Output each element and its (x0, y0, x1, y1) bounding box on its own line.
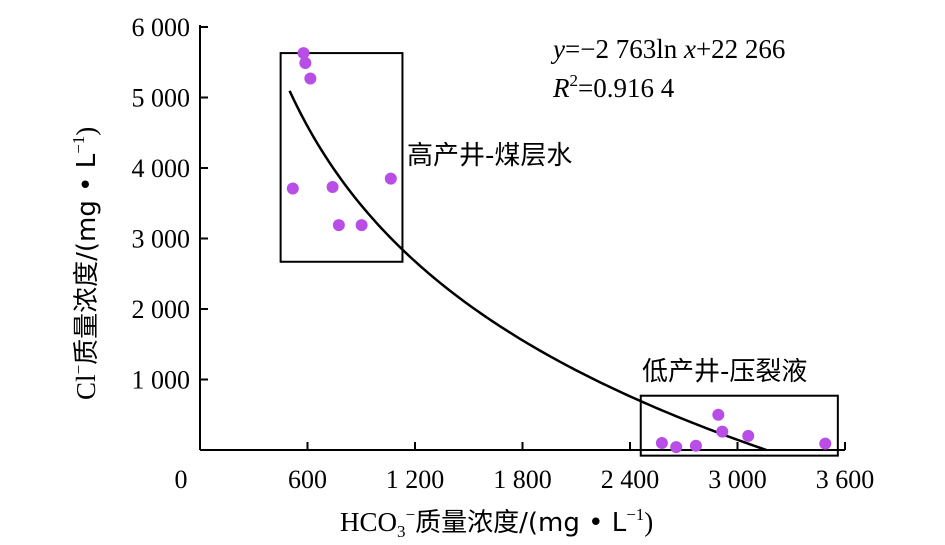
r2-text: R2=0.916 4 (552, 71, 675, 103)
group-label-low-yield: 低产井-压裂液 (642, 357, 807, 387)
data-point (689, 439, 702, 452)
fit-equation: y=−2 763ln x+22 266 (550, 34, 785, 64)
data-point (819, 437, 832, 450)
x-label-close: ) (644, 507, 653, 537)
x-label-sup: − (406, 505, 416, 524)
y-tick-label: 1 000 (132, 366, 191, 395)
fit-curve (288, 90, 767, 452)
x-label-rest: 质量浓度/(mg • L (415, 508, 627, 538)
y-tick-label: 4 000 (132, 154, 191, 183)
y-tick-label: 5 000 (132, 84, 191, 113)
y-label-main: Cl (71, 374, 101, 400)
y-tick-label: 2 000 (132, 295, 191, 324)
y-tick-label: 3 000 (132, 225, 191, 254)
data-points (286, 47, 832, 454)
equation-mid: =−2 763ln (565, 34, 684, 64)
data-point (355, 219, 368, 232)
y-label-sup: − (69, 365, 88, 375)
y-label-close: ) (71, 127, 101, 136)
x-tick-label: 3 000 (708, 465, 767, 494)
x-label-main: HCO (340, 507, 397, 537)
y-label-unit-sup: −1 (69, 136, 88, 154)
x-tick-label: 0 (175, 465, 188, 494)
group-box-0 (279, 52, 404, 263)
data-point (716, 425, 729, 438)
x-label-unit-sup: −1 (626, 505, 644, 524)
data-point (712, 408, 725, 421)
y-axis-label: Cl−质量浓度/(mg • L−1) (69, 127, 102, 400)
x-tick-label: 600 (288, 465, 327, 494)
x-axis-label: HCO3−质量浓度/(mg • L−1) (340, 505, 653, 541)
r2-sup: 2 (570, 71, 579, 90)
r2-value: =0.916 4 (578, 73, 675, 103)
equation-x: x (683, 34, 696, 64)
x-label-sub: 3 (397, 522, 406, 541)
data-point (384, 172, 397, 185)
x-ticks: 0 600 1 200 1 800 2 400 3 000 3 600 (175, 442, 875, 494)
data-point (299, 56, 312, 69)
data-point (297, 47, 310, 60)
group-box-1 (639, 394, 839, 457)
x-tick-label: 3 600 (816, 465, 875, 494)
data-point (304, 72, 317, 85)
equation-end: +22 266 (696, 34, 785, 64)
data-point (655, 436, 668, 449)
data-point (326, 181, 339, 194)
data-point (332, 219, 345, 232)
equation-y: y (550, 34, 565, 64)
group-label-high-yield: 高产井-煤层水 (407, 141, 572, 171)
group-boxes (279, 52, 839, 457)
data-point (286, 182, 299, 195)
data-point (742, 429, 755, 442)
y-tick-label: 6 000 (132, 13, 191, 42)
r2-label: R (552, 73, 570, 103)
data-point (670, 441, 683, 454)
x-tick-label: 1 800 (493, 465, 552, 494)
x-tick-label: 2 400 (601, 465, 660, 494)
x-tick-label: 1 200 (386, 465, 445, 494)
y-ticks: 1 000 2 000 3 000 4 000 5 000 6 000 (132, 13, 208, 395)
y-label-rest: 质量浓度/(mg • L (72, 153, 102, 365)
